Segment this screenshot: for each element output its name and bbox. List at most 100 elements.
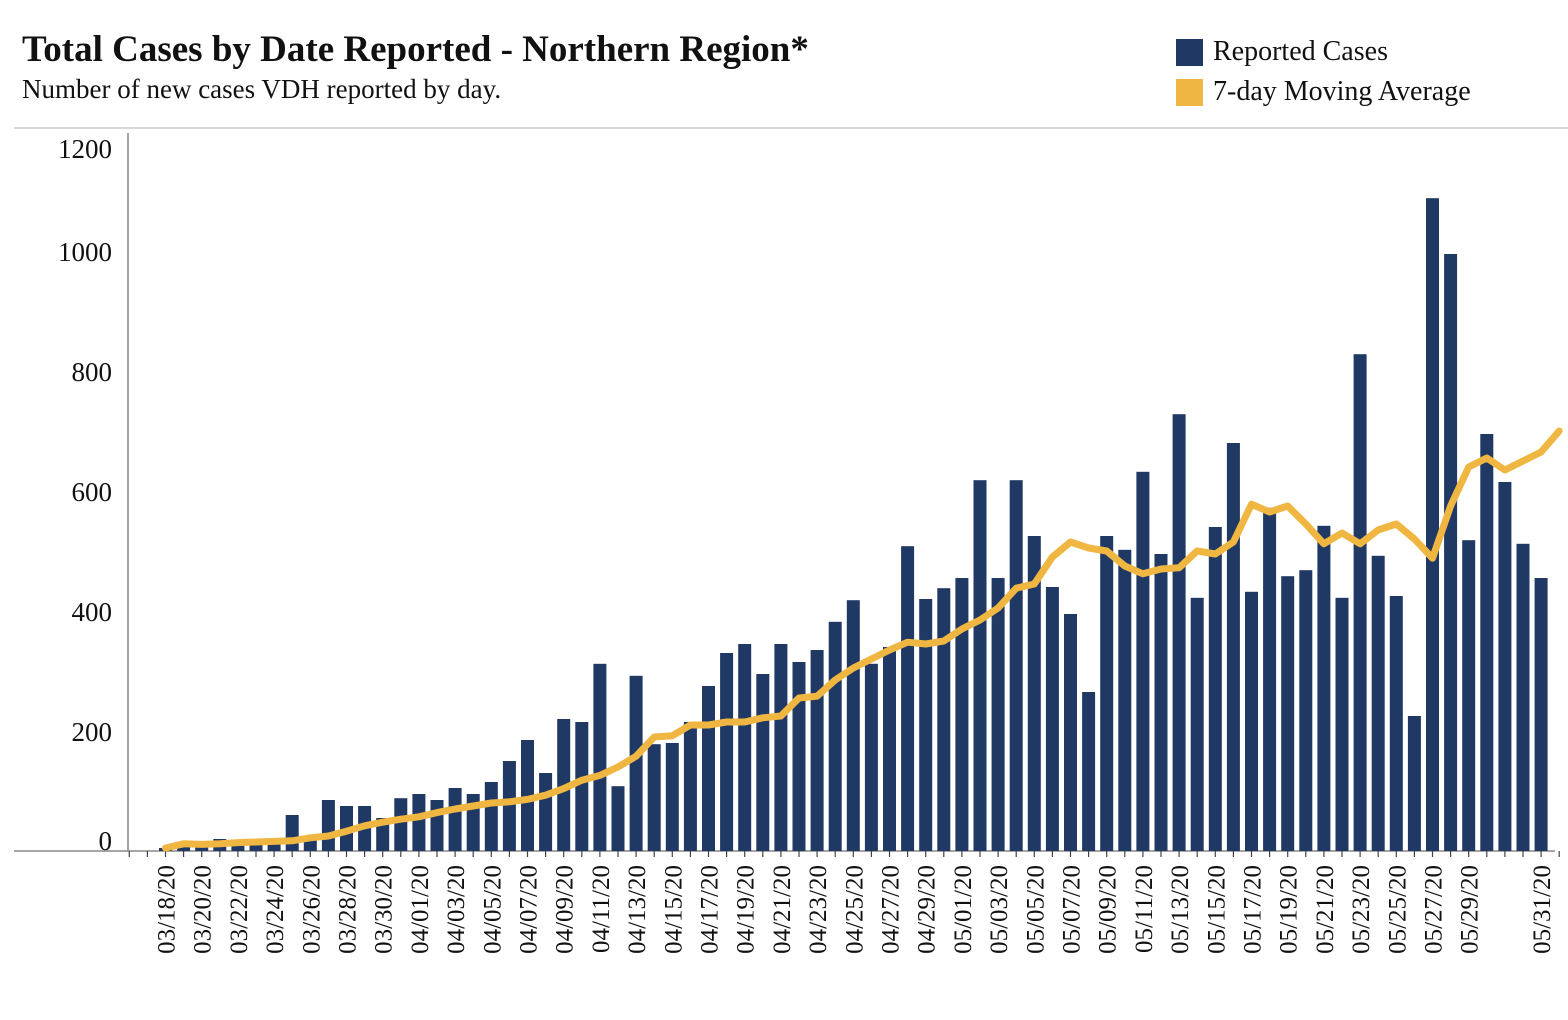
bar-reported-cases [1045,587,1059,851]
x-tick-label: 05/19/20 [1276,865,1303,954]
bar-reported-cases [883,647,896,851]
bar-reported-cases [177,845,191,851]
bar-reported-cases [991,578,1005,851]
bar-reported-cases [1027,536,1041,851]
bar-reported-cases [1263,507,1277,851]
x-tick-label: 05/05/20 [1022,865,1049,954]
bar-reported-cases [1480,434,1494,851]
bar-reported-cases [1009,480,1023,851]
y-tick-label: 400 [72,597,113,627]
x-tick-label: 05/21/20 [1312,865,1339,954]
bar-reported-cases [828,621,842,851]
x-tick-label: 03/20/20 [190,865,217,954]
bar-reported-cases [629,675,643,851]
bar-reported-cases [593,663,607,851]
bar-reported-cases [973,480,987,851]
x-tick-label: 05/23/20 [1348,865,1375,954]
bar-reported-cases [738,644,752,851]
bar-reported-cases [864,663,878,851]
line-moving-average [162,427,1563,852]
bar-reported-cases [683,722,697,851]
bar-reported-cases [1245,591,1258,851]
bar-reported-cases [1154,554,1168,851]
legend-label-reported-cases: Reported Cases [1213,36,1388,67]
bar-reported-cases [249,842,263,851]
x-tick-label: 04/03/20 [443,865,470,954]
x-tick-label: 04/15/20 [660,865,687,954]
x-tick-label: 04/07/20 [516,865,543,954]
bar-reported-cases [756,674,770,851]
x-tick-label: 03/26/20 [298,865,325,954]
legend-swatch-moving-average [1176,78,1203,106]
bar-reported-cases [448,788,462,851]
bar-reported-cases [792,662,806,851]
x-tick-label: 04/21/20 [769,865,796,954]
x-tick-label: 05/31/20 [1529,865,1556,954]
x-tick-label: 03/22/20 [226,865,253,954]
bar-reported-cases [901,546,915,851]
x-tick-label: 03/24/20 [262,865,289,954]
x-tick-label: 04/13/20 [624,865,651,954]
chart-title: Total Cases by Date Reported - Northern … [22,29,809,70]
y-tick-label: 0 [99,826,113,856]
x-tick-label: 03/18/20 [154,865,181,954]
bar-reported-cases [702,686,715,851]
bar-reported-cases [1172,414,1186,851]
bar-reported-cases [810,650,824,851]
x-tick-label: 05/15/20 [1203,865,1230,954]
x-tick-label: 04/17/20 [697,865,724,954]
bar-reported-cases [937,588,951,851]
bar-reported-cases [611,786,625,851]
bar-reported-cases [1317,525,1331,851]
bar-reported-cases [1136,471,1150,851]
legend-item-reported-cases[interactable]: Reported Cases [1176,32,1471,72]
y-tick-label: 1200 [58,134,112,164]
x-tick-label: 04/29/20 [914,865,941,954]
x-tick-label: 05/27/20 [1421,865,1448,954]
bar-reported-cases [1118,549,1132,851]
bar-reported-cases [846,600,860,851]
x-tick-label: 03/28/20 [335,865,362,954]
bar-reported-cases [919,599,933,851]
bar-reported-cases [1226,443,1240,851]
bar-reported-cases [1462,540,1476,851]
x-tick-label: 04/05/20 [479,865,506,954]
chart-subtitle: Number of new cases VDH reported by day. [22,74,502,104]
bar-reported-cases [1389,596,1403,851]
bar-reported-cases [1100,536,1114,851]
x-tick-label: 04/25/20 [841,865,868,954]
x-tick-label: 04/09/20 [552,865,579,954]
x-tick-label: 04/23/20 [805,865,832,954]
x-tick-label: 04/19/20 [733,865,760,954]
bar-reported-cases [720,653,734,851]
bar-reported-cases [1208,527,1222,851]
y-tick-label: 800 [72,357,113,387]
bar-reported-cases [394,798,408,851]
bar-reported-cases [285,815,299,851]
x-tick-label: 04/01/20 [407,865,434,954]
legend: Reported Cases 7-day Moving Average [1176,32,1471,112]
x-tick-label: 05/13/20 [1167,865,1194,954]
legend-label-moving-average: 7-day Moving Average [1213,76,1471,107]
bar-reported-cases [1335,597,1349,851]
x-tick-label: 04/27/20 [878,865,905,954]
bar-reported-cases [267,842,281,851]
bar-reported-cases [774,644,788,851]
bar-reported-cases [665,743,679,851]
x-tick-label: 03/30/20 [371,865,398,954]
bar-reported-cases [412,794,426,851]
legend-item-moving-average[interactable]: 7-day Moving Average [1176,72,1471,112]
bar-reported-cases [1082,692,1096,851]
bar-reported-cases [1516,543,1530,851]
bar-reported-cases [1407,716,1421,851]
y-tick-label: 600 [72,477,113,507]
bar-reported-cases [539,773,553,851]
legend-swatch-reported-cases [1176,38,1203,66]
bar-reported-cases [1281,576,1295,851]
bar-reported-cases [1371,555,1385,851]
bar-reported-cases [1064,614,1077,851]
x-tick-label: 05/17/20 [1240,865,1267,954]
bar-reported-cases [1353,354,1367,851]
x-tick-label: 05/01/20 [950,865,977,954]
